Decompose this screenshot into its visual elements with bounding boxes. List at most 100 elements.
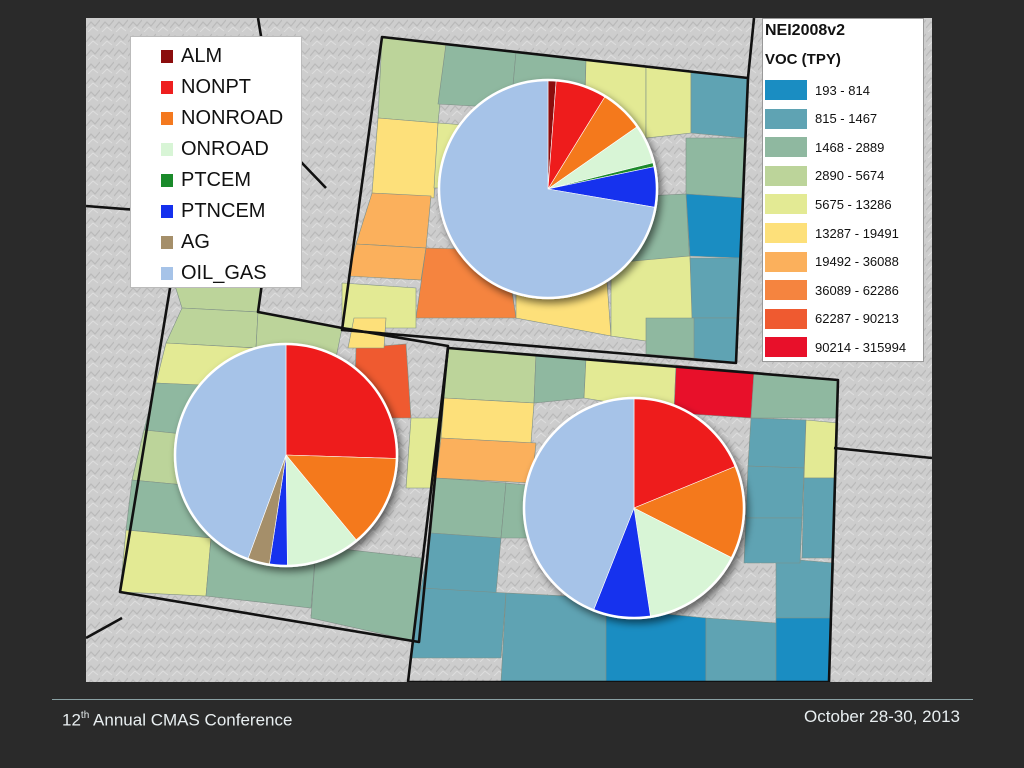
voc-class-item: 2890 - 5674 [765, 165, 884, 187]
sector-label: NONROAD [181, 106, 284, 129]
sector-legend-item: NONPT [161, 74, 251, 100]
voc-class-label: 1468 - 2889 [815, 139, 885, 155]
voc-class-label: 815 - 1467 [815, 111, 878, 127]
county-polygon [430, 477, 507, 539]
county-polygon [690, 70, 749, 139]
voc-class-item: 19492 - 36088 [765, 251, 899, 273]
county-polygon [743, 517, 803, 564]
sector-legend-item: AG [161, 229, 210, 255]
county-polygon [645, 65, 692, 139]
sector-swatch [161, 173, 173, 187]
sector-legend-item: PTNCEM [161, 198, 265, 224]
voc-class-label: 2890 - 5674 [815, 168, 885, 184]
county-polygon [440, 397, 535, 444]
voc-class-swatch [765, 137, 807, 158]
voc-class-swatch [765, 308, 807, 329]
neighbor-border-2 [746, 18, 756, 79]
sector-label: PTNCEM [181, 199, 266, 222]
sector-swatch [161, 266, 173, 280]
county-polygon [165, 307, 259, 349]
voc-class-item: 1468 - 2889 [765, 136, 884, 158]
sector-legend-item: NONROAD [161, 105, 283, 131]
sector-pie-charts [173, 78, 746, 620]
county-polygon [443, 347, 537, 404]
voc-class-swatch [765, 223, 807, 243]
voc-legend-subtitle: VOC (TPY) [765, 51, 841, 68]
voc-class-label: 62287 - 90213 [815, 311, 899, 327]
voc-class-label: 90214 - 315994 [815, 339, 907, 355]
voc-class-swatch [765, 165, 807, 186]
sector-swatch [161, 49, 173, 63]
voc-class-label: 19492 - 36088 [815, 254, 899, 270]
footer-dates: October 28-30, 2013 [804, 707, 960, 726]
county-polygon [410, 587, 507, 659]
county-polygon [685, 193, 745, 259]
voc-class-swatch [765, 80, 807, 100]
county-polygon [645, 317, 695, 359]
sector-label: ONROAD [181, 137, 269, 160]
county-polygon [775, 557, 835, 619]
sector-label: OIL_GAS [181, 261, 267, 284]
county-polygon [341, 282, 417, 329]
voc-legend-title: NEI2008v2 [765, 22, 846, 39]
county-polygon [420, 532, 502, 594]
county-polygon [801, 477, 837, 559]
voc-class-label: 13287 - 19491 [815, 225, 899, 241]
conference-prefix: 12 [62, 710, 81, 730]
pie-chart-wy [437, 78, 659, 300]
voc-class-swatch [765, 251, 807, 272]
conference-ordinal-suffix: th [80, 710, 90, 721]
voc-class-swatch [765, 194, 807, 215]
sector-swatch [161, 235, 173, 249]
pie-chart-ut [173, 342, 399, 568]
county-polygon [747, 417, 807, 469]
voc-class-item: 62287 - 90213 [765, 308, 899, 330]
county-polygon [605, 607, 707, 682]
sector-label: AG [181, 230, 210, 253]
sector-label: NONPT [181, 75, 251, 98]
voc-class-item: 13287 - 19491 [765, 222, 899, 244]
county-polygon [803, 419, 839, 479]
pie-chart-co [522, 396, 746, 620]
sector-swatch [161, 204, 173, 218]
sector-swatch [161, 111, 173, 125]
voc-class-item: 193 - 814 [765, 79, 870, 101]
county-polygon [745, 465, 805, 519]
voc-class-label: 36089 - 62286 [815, 282, 899, 298]
footer-conference: 12th Annual CMAS Conference [62, 707, 292, 731]
sector-label: ALM [181, 44, 223, 67]
sector-legend-item: ONROAD [161, 136, 269, 162]
pie-outline [522, 396, 746, 620]
pie-outline [173, 342, 399, 568]
county-polygon [371, 117, 439, 199]
sector-legend-item: ALM [161, 43, 222, 69]
voc-class-swatch [765, 108, 807, 129]
footer-divider [52, 699, 973, 700]
sector-legend: ALM NONPT NONROAD ONROAD PTCEM PTNCEM AG OIL_GA… [130, 36, 302, 288]
sector-swatch [161, 80, 173, 94]
county-polygon [347, 243, 427, 281]
county-polygon [435, 437, 537, 484]
voc-class-item: 36089 - 62286 [765, 279, 899, 301]
sector-legend-item: OIL_GAS [161, 260, 267, 286]
sector-legend-item: PTCEM [161, 167, 251, 193]
county-polygon [119, 529, 212, 597]
colorado-border [406, 346, 840, 682]
pie-outline [437, 78, 659, 300]
voc-class-swatch [765, 337, 807, 358]
county-polygon [705, 617, 777, 682]
wyoming-border [340, 35, 750, 365]
sector-swatch [161, 142, 173, 156]
voc-class-swatch [765, 280, 807, 301]
county-polygon [685, 137, 747, 199]
county-polygon [533, 353, 587, 404]
conference-name: Annual CMAS Conference [89, 710, 293, 730]
voc-class-label: 193 - 814 [815, 82, 870, 98]
map-frame: ALM NONPT NONROAD ONROAD PTCEM PTNCEM AG OIL_GA… [86, 18, 932, 682]
voc-class-item: 90214 - 315994 [765, 336, 906, 358]
voc-class-legend: NEI2008v2 VOC (TPY) 193 - 814 815 - 1467 1… [762, 18, 924, 362]
voc-class-label: 5675 - 13286 [815, 196, 892, 212]
voc-class-item: 5675 - 13286 [765, 193, 892, 215]
county-polygon [775, 617, 832, 682]
county-polygon [377, 36, 447, 124]
